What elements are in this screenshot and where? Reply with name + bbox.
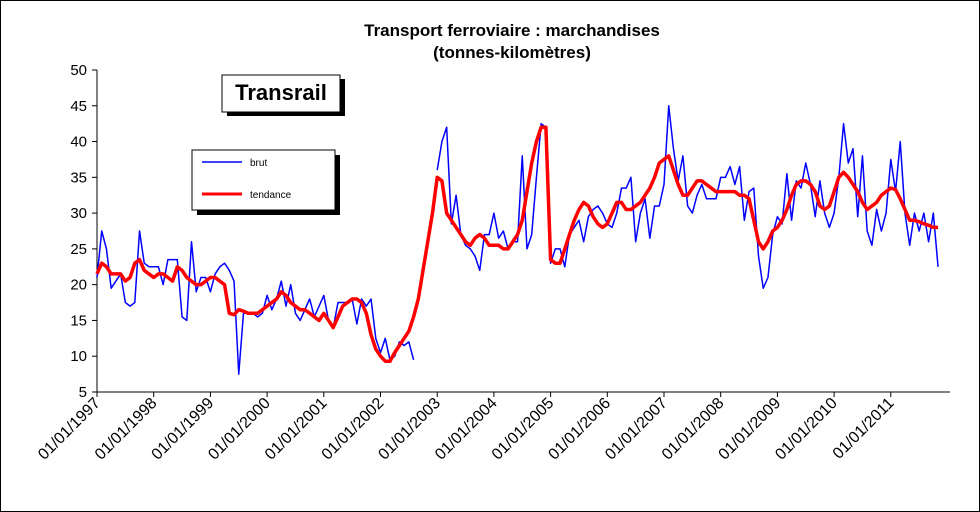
legend-label: brut <box>250 158 267 169</box>
y-tick-label: 45 <box>70 98 87 115</box>
y-tick-label: 30 <box>70 205 87 222</box>
y-tick-label: 20 <box>70 277 87 294</box>
y-tick-label: 50 <box>70 62 87 79</box>
y-tick-label: 5 <box>79 384 87 401</box>
y-tick-label: 35 <box>70 169 87 186</box>
y-tick-label: 25 <box>70 241 87 258</box>
series-line <box>95 125 939 363</box>
legend-items: brut tendance <box>202 158 292 201</box>
y-tick-label: 15 <box>70 312 87 329</box>
y-tick-label: 40 <box>70 134 87 151</box>
chart-title: Transport ferroviaire : marchandises <box>364 21 660 40</box>
annotation: Transrail <box>235 80 327 105</box>
chart-subtitle: (tonnes-kilomètres) <box>433 43 591 62</box>
legend-label: tendance <box>250 190 292 201</box>
y-tick-label: 10 <box>70 348 87 365</box>
annotation-box <box>221 74 341 113</box>
legend <box>191 149 336 211</box>
